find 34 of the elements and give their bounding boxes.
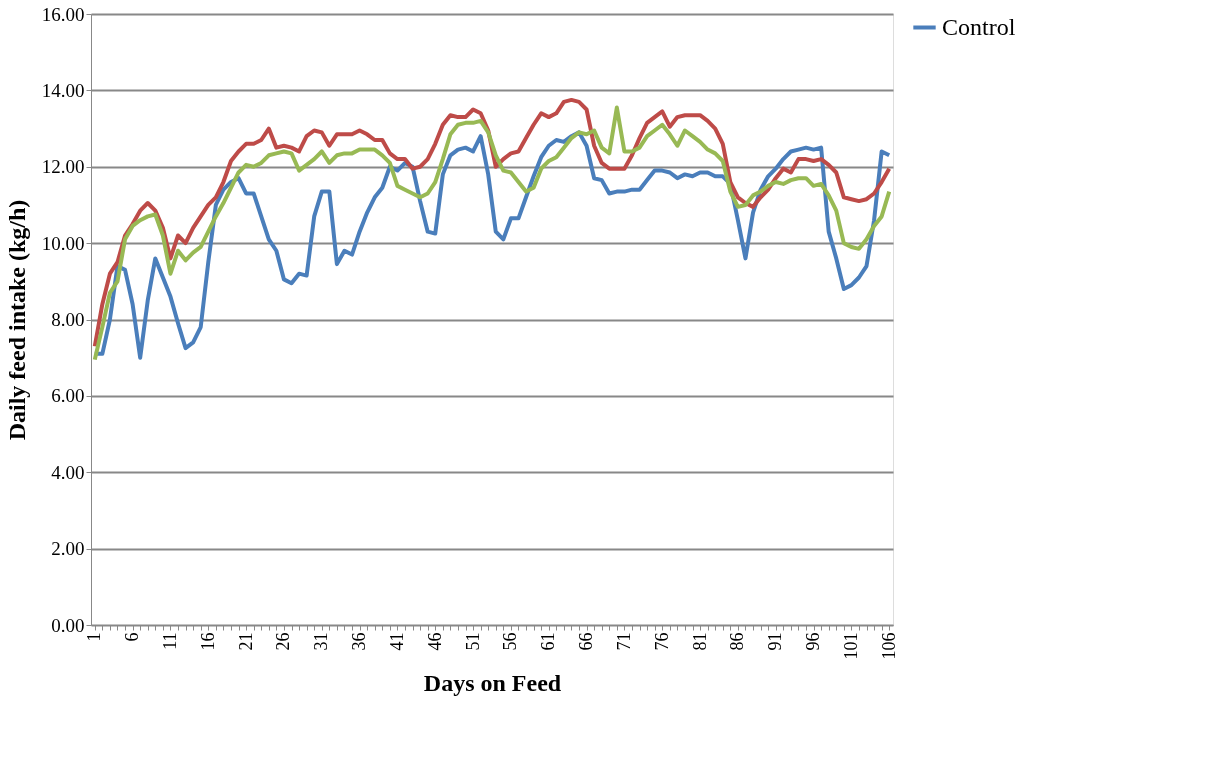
y-axis-title: Daily feed intake (kg/h)	[3, 199, 30, 441]
x-tick-label: 6	[122, 632, 143, 642]
x-tick-label: 71	[613, 632, 634, 651]
x-tick-label: 21	[235, 632, 256, 651]
y-tick-label: 8.00	[51, 309, 85, 330]
x-tick-label: 41	[386, 632, 407, 651]
y-tick-label: 6.00	[51, 385, 85, 407]
x-tick-label: 61	[538, 632, 559, 651]
x-tick-label: 51	[462, 632, 483, 651]
x-tick-label: 56	[500, 632, 521, 651]
x-tick-label: 36	[349, 632, 370, 651]
x-tick-label: 26	[273, 632, 294, 651]
x-tick-label: 16	[197, 632, 218, 651]
y-tick-label: 16.00	[41, 3, 85, 25]
y-tick-label: 4.00	[51, 461, 85, 483]
y-tick-label: 10.00	[41, 232, 85, 254]
x-tick-label: 11	[159, 632, 180, 650]
x-tick-label: 96	[803, 632, 824, 651]
x-axis-title: Days on Feed	[423, 669, 562, 696]
y-tick-label: 14.00	[41, 79, 85, 101]
x-tick-label: 101	[840, 632, 861, 660]
y-tick-label: 0.00	[51, 614, 85, 636]
x-tick-label: 81	[689, 632, 710, 651]
x-tick-label: 31	[311, 632, 332, 651]
x-tick-label: 91	[765, 632, 786, 651]
x-tick-label: 66	[576, 632, 597, 651]
x-tick-label: 76	[651, 632, 672, 651]
y-tick-label: 12.00	[41, 156, 85, 178]
x-tick-label: 1	[84, 632, 105, 642]
x-tick-label: 46	[424, 632, 445, 651]
y-tick-label: 2.00	[51, 538, 85, 560]
x-tick-label: 86	[727, 632, 748, 651]
x-tick-label: 106	[878, 632, 899, 660]
legend-label: Control	[942, 13, 1016, 40]
